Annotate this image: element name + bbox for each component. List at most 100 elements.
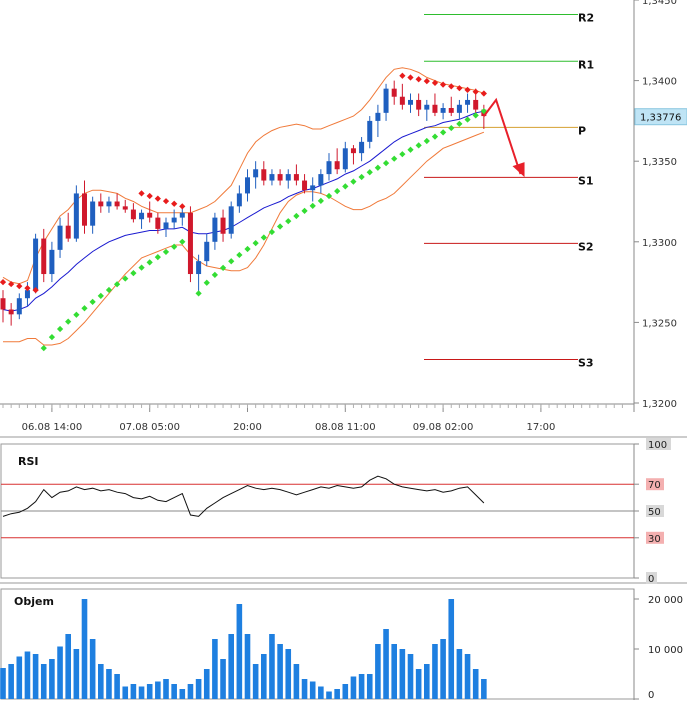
candle bbox=[212, 212, 218, 250]
candle bbox=[228, 201, 234, 239]
sar-dot bbox=[203, 279, 210, 286]
candle-body bbox=[367, 120, 373, 142]
candle-body bbox=[139, 212, 145, 220]
x-tick-label: 20:00 bbox=[233, 422, 262, 433]
candle-body bbox=[424, 104, 430, 110]
volume-tick-label: 0 bbox=[648, 690, 654, 700]
candle-body bbox=[334, 161, 340, 170]
y-tick-label: 1,3250 bbox=[642, 318, 677, 329]
candle-body bbox=[122, 206, 128, 210]
volume-bar bbox=[236, 604, 243, 699]
candle bbox=[456, 99, 462, 120]
volume-bar bbox=[448, 599, 455, 699]
sar-dot bbox=[105, 286, 113, 294]
sar-dot bbox=[399, 151, 406, 158]
volume-bar bbox=[187, 684, 194, 699]
volume-panel: Objem 20 000 10 000 0 bbox=[0, 588, 683, 701]
candle-body bbox=[171, 217, 177, 223]
candle bbox=[367, 116, 373, 149]
volume-bar bbox=[285, 649, 292, 699]
volume-bar bbox=[375, 644, 381, 699]
candle-body bbox=[350, 148, 356, 154]
candle bbox=[98, 193, 104, 213]
volume-bar bbox=[472, 669, 479, 699]
candle-body bbox=[90, 201, 96, 226]
x-tick-label: 08.08 11:00 bbox=[315, 422, 376, 433]
candle bbox=[130, 203, 136, 223]
volume-bar bbox=[32, 654, 39, 699]
sar-dot bbox=[195, 290, 202, 297]
candle bbox=[375, 104, 381, 138]
candle bbox=[440, 103, 446, 120]
candle bbox=[220, 209, 226, 242]
candle-body bbox=[408, 99, 413, 105]
y-tick-label: 1,3450 bbox=[642, 0, 677, 7]
candle-body bbox=[130, 209, 136, 220]
candle-body bbox=[391, 88, 397, 97]
sar-dot bbox=[32, 287, 39, 294]
volume-bar bbox=[432, 644, 438, 699]
pivot-label-r1: R1 bbox=[578, 58, 594, 71]
candle bbox=[448, 96, 454, 117]
volume-bar bbox=[252, 664, 259, 699]
candle-body bbox=[261, 169, 267, 181]
pivot-label-s3: S3 bbox=[578, 356, 594, 369]
candle bbox=[293, 164, 299, 186]
candle-body bbox=[8, 309, 14, 315]
volume-bar bbox=[49, 659, 55, 699]
candle-body bbox=[326, 161, 332, 175]
candle-body bbox=[163, 222, 169, 229]
candle-body bbox=[285, 174, 291, 181]
candle bbox=[57, 217, 63, 258]
forecast-arrow bbox=[483, 97, 522, 175]
candle-body bbox=[106, 201, 112, 207]
volume-bar bbox=[8, 664, 14, 699]
candle-body bbox=[16, 298, 22, 315]
candle bbox=[90, 196, 96, 234]
x-tick-label: 09.08 02:00 bbox=[413, 422, 474, 433]
volume-bar bbox=[269, 634, 275, 699]
rsi-line bbox=[2, 475, 485, 517]
sar-dot bbox=[89, 298, 96, 306]
candle-body bbox=[65, 225, 71, 239]
rsi-tick-bg bbox=[646, 438, 671, 450]
current-price-box bbox=[634, 108, 687, 126]
sar-dot bbox=[179, 238, 186, 245]
y-tick-label: 1,3200 bbox=[642, 399, 677, 410]
candle bbox=[8, 303, 14, 326]
candle-body bbox=[196, 261, 202, 275]
candle-body bbox=[293, 174, 299, 181]
volume-bar bbox=[163, 679, 169, 699]
volume-bar bbox=[293, 664, 300, 699]
volume-bar bbox=[40, 664, 47, 699]
candle-body bbox=[82, 193, 87, 226]
candle-body bbox=[448, 108, 454, 113]
candle bbox=[147, 201, 153, 223]
sar-dot bbox=[162, 198, 170, 205]
candle bbox=[245, 169, 250, 202]
candle bbox=[187, 206, 193, 283]
rsi-tick-label: 70 bbox=[648, 480, 661, 491]
rsi-tick-bg bbox=[646, 531, 664, 544]
candle-body bbox=[147, 212, 153, 218]
x-tick-label: 17:00 bbox=[526, 422, 555, 433]
candle bbox=[326, 153, 332, 181]
sar-dot bbox=[317, 197, 324, 204]
volume-bar bbox=[309, 681, 316, 699]
volume-bar bbox=[16, 656, 23, 699]
moving-average-line bbox=[2, 110, 484, 312]
candle-body bbox=[383, 88, 389, 113]
candle bbox=[204, 233, 210, 266]
pivot-label-p: P bbox=[578, 124, 586, 137]
sar-dot bbox=[138, 264, 145, 271]
candle bbox=[416, 93, 422, 117]
sar-dot bbox=[456, 120, 463, 127]
volume-bar bbox=[399, 649, 406, 699]
rsi-tick-label: 30 bbox=[648, 534, 661, 545]
candle bbox=[106, 196, 112, 213]
pivot-label-s1: S1 bbox=[578, 174, 594, 187]
candle bbox=[408, 93, 413, 113]
candle bbox=[49, 241, 55, 283]
candle bbox=[285, 169, 291, 189]
